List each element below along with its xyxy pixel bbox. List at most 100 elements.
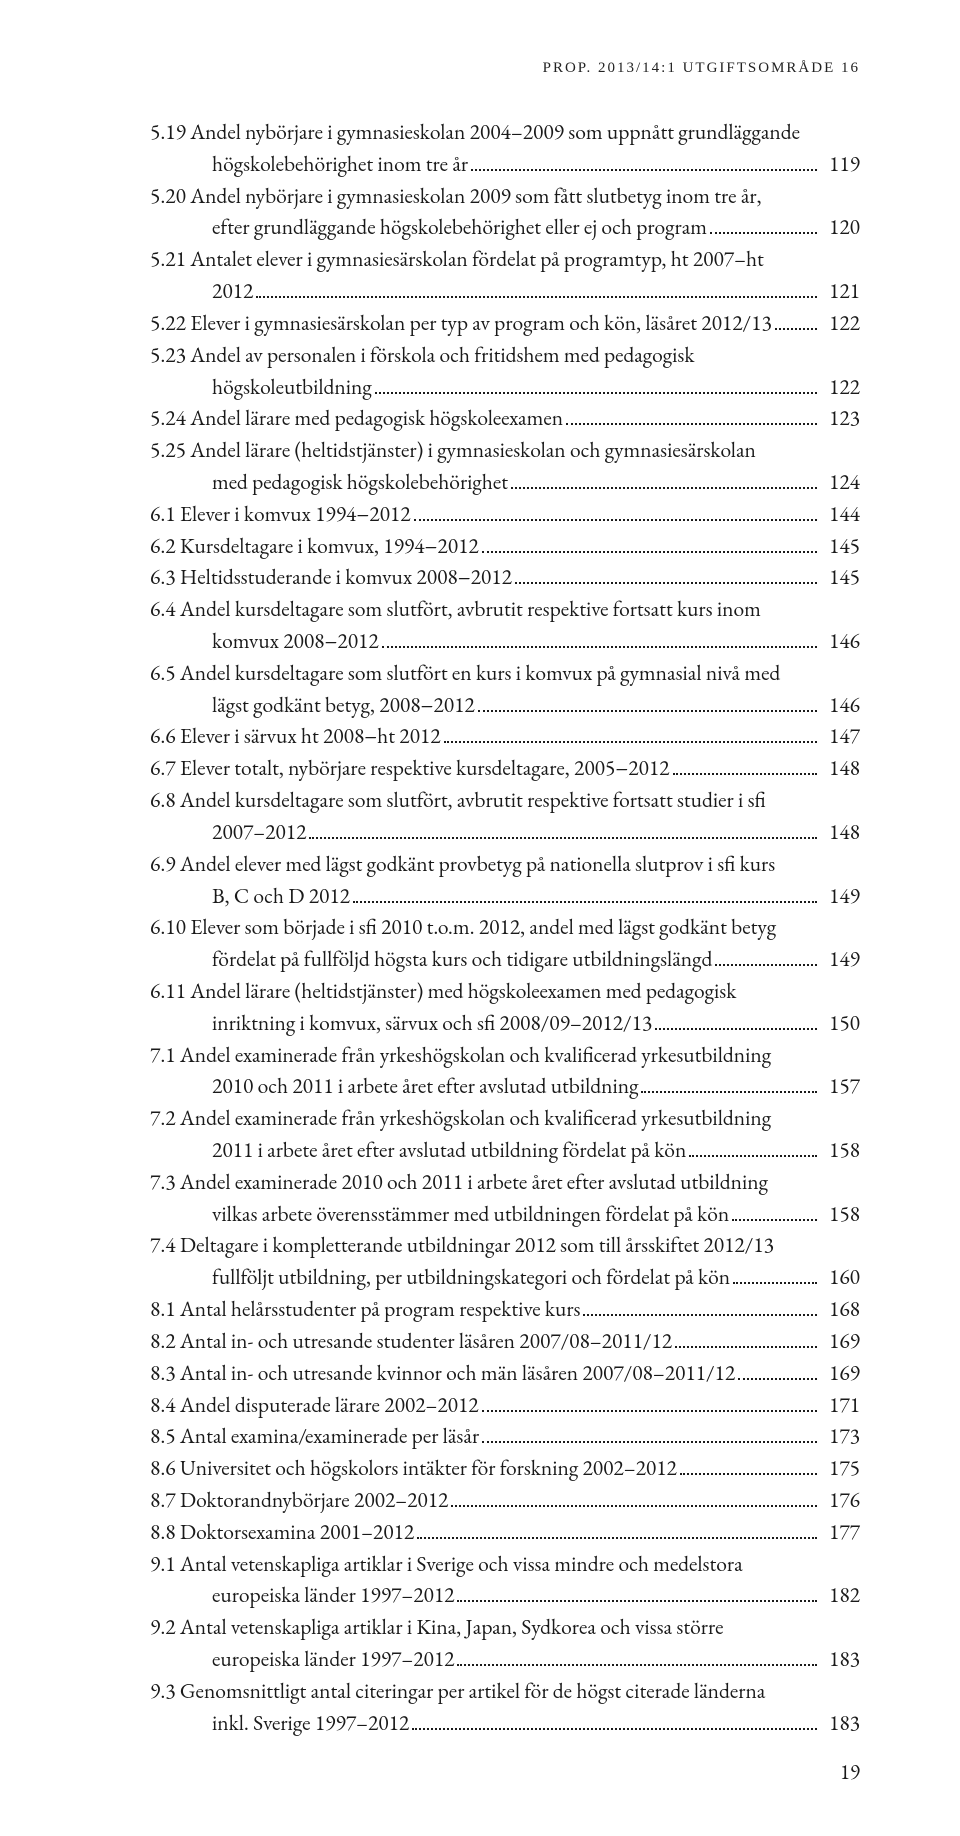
toc-entry: 8.6 Universitet och högskolors intäkter …	[150, 1453, 860, 1485]
toc-leader	[583, 1295, 817, 1316]
toc-entry: 7.2 Andel examinerade från yrkeshögskola…	[150, 1103, 860, 1135]
toc-leader	[457, 1645, 817, 1666]
toc-entry: högskoleutbildning122	[150, 372, 860, 404]
toc-entry: 6.10 Elever som började i sfi 2010 t.o.m…	[150, 912, 860, 944]
toc-entry-text: 6.1 Elever i komvux 1994−2012	[150, 499, 411, 531]
toc-entry-text: högskolebehörighet inom tre år	[150, 149, 468, 181]
toc-entry-page: 150	[820, 1008, 860, 1040]
toc-entry-text: 6.11 Andel lärare (heltidstjänster) med …	[150, 976, 736, 1008]
toc-entry: 6.4 Andel kursdeltagare som slutfört, av…	[150, 594, 860, 626]
toc-leader	[353, 881, 817, 902]
toc-entry-text: 2007–2012	[150, 817, 306, 849]
toc-entry: 2012 121	[150, 276, 860, 308]
toc-entry-text: europeiska länder 1997–2012	[150, 1580, 454, 1612]
toc-leader	[710, 213, 817, 234]
toc-entry-text: fullföljt utbildning, per utbildningskat…	[150, 1262, 730, 1294]
toc-entry-text: B, C och D 2012	[150, 881, 350, 913]
toc-entry-text: 8.6 Universitet och högskolors intäkter …	[150, 1453, 677, 1485]
toc-entry-text: 2011 i arbete året efter avslutad utbild…	[150, 1135, 686, 1167]
toc-entry: 8.2 Antal in- och utresande studenter lä…	[150, 1326, 860, 1358]
toc-entry: 2007–2012 148	[150, 817, 860, 849]
toc-entry: 8.1 Antal helårsstudenter på program res…	[150, 1294, 860, 1326]
toc-entry: 6.7 Elever totalt, nybörjare respektive …	[150, 753, 860, 785]
toc-entry: 5.19 Andel nybörjare i gymnasieskolan 20…	[150, 117, 860, 149]
toc-entry-page: 144	[820, 499, 860, 531]
toc-entry-page: 121	[820, 276, 860, 308]
toc-entry-page: 182	[820, 1580, 860, 1612]
toc-entry-text: 5.23 Andel av personalen i förskola och …	[150, 340, 694, 372]
toc-entry: 8.8 Doktorsexamina 2001–2012177	[150, 1517, 860, 1549]
toc-entry: europeiska länder 1997–2012 183	[150, 1644, 860, 1676]
running-header: PROP. 2013/14:1 UTGIFTSOMRÅDE 16	[150, 60, 860, 77]
toc-entry-page: 145	[820, 562, 860, 594]
toc-entry-text: 7.3 Andel examinerade 2010 och 2011 i ar…	[150, 1167, 768, 1199]
toc-entry: med pedagogisk högskolebehörighet124	[150, 467, 860, 499]
toc-entry-text: 6.7 Elever totalt, nybörjare respektive …	[150, 753, 670, 785]
toc-entry: högskolebehörighet inom tre år119	[150, 149, 860, 181]
toc-entry-page: 149	[820, 944, 860, 976]
toc-entry: 9.1 Antal vetenskapliga artiklar i Sveri…	[150, 1549, 860, 1581]
toc-entry: 8.4 Andel disputerade lärare 2002–201217…	[150, 1390, 860, 1422]
toc-entry-page: 168	[820, 1294, 860, 1326]
toc-leader	[680, 1454, 817, 1475]
toc-entry-text: 8.3 Antal in- och utresande kvinnor och …	[150, 1358, 735, 1390]
toc-entry: 5.20 Andel nybörjare i gymnasieskolan 20…	[150, 181, 860, 213]
toc-entry: 5.25 Andel lärare (heltidstjänster) i gy…	[150, 435, 860, 467]
toc-entry-text: 6.2 Kursdeltagare i komvux, 1994−2012	[150, 531, 479, 563]
toc-entry-text: 6.5 Andel kursdeltagare som slutfört en …	[150, 658, 780, 690]
toc-leader	[382, 627, 817, 648]
toc-entry: 6.3 Heltidsstuderande i komvux 2008−2012…	[150, 562, 860, 594]
toc-entry-page: 158	[820, 1199, 860, 1231]
document-page: PROP. 2013/14:1 UTGIFTSOMRÅDE 16 5.19 An…	[0, 0, 960, 1836]
toc-entry-text: 9.3 Genomsnittligt antal citeringar per …	[150, 1676, 765, 1708]
toc-entry: 6.2 Kursdeltagare i komvux, 1994−2012 145	[150, 531, 860, 563]
toc-entry: 6.8 Andel kursdeltagare som slutfört, av…	[150, 785, 860, 817]
toc-entry-text: 5.22 Elever i gymnasiesärskolan per typ …	[150, 308, 772, 340]
toc-entry: 5.21 Antalet elever i gymnasiesärskolan …	[150, 244, 860, 276]
toc-entry: efter grundläggande högskolebehörighet e…	[150, 212, 860, 244]
toc-entry-text: 5.20 Andel nybörjare i gymnasieskolan 20…	[150, 181, 762, 213]
toc-entry-page: 148	[820, 817, 860, 849]
toc-entry-text: lägst godkänt betyg, 2008−2012	[150, 690, 475, 722]
toc-entry-page: 146	[820, 690, 860, 722]
toc-entry-page: 169	[820, 1358, 860, 1390]
toc-entry-page: 124	[820, 467, 860, 499]
toc-leader	[375, 372, 817, 393]
toc-entry-page: 160	[820, 1262, 860, 1294]
toc-entry-page: 183	[820, 1708, 860, 1740]
toc-leader	[471, 149, 817, 170]
toc-entry-text: komvux 2008−2012	[150, 626, 379, 658]
toc-entry-text: 8.8 Doktorsexamina 2001–2012	[150, 1517, 414, 1549]
toc-entry-page: 158	[820, 1135, 860, 1167]
toc-entry-text: europeiska länder 1997–2012	[150, 1644, 454, 1676]
toc-entry: B, C och D 2012149	[150, 881, 860, 913]
toc-entry-text: 2012	[150, 276, 253, 308]
toc-entry: 6.9 Andel elever med lägst godkänt provb…	[150, 849, 860, 881]
toc-entry-text: 6.8 Andel kursdeltagare som slutfört, av…	[150, 785, 766, 817]
toc-leader	[478, 690, 817, 711]
toc-entry: 2011 i arbete året efter avslutad utbild…	[150, 1135, 860, 1167]
toc-entry-page: 123	[820, 403, 860, 435]
toc-entry-text: 6.3 Heltidsstuderande i komvux 2008−2012	[150, 562, 512, 594]
toc-leader	[414, 499, 817, 520]
toc-entry-page: 145	[820, 531, 860, 563]
toc-entry-text: 6.9 Andel elever med lägst godkänt provb…	[150, 849, 775, 881]
toc-entry-page: 183	[820, 1644, 860, 1676]
page-number: 19	[840, 1759, 860, 1786]
toc-entry-page: 169	[820, 1326, 860, 1358]
toc-entry: fördelat på fullföljd högsta kurs och ti…	[150, 944, 860, 976]
toc-entry-text: 7.1 Andel examinerade från yrkeshögskola…	[150, 1040, 771, 1072]
toc-entry-text: vilkas arbete överensstämmer med utbildn…	[150, 1199, 729, 1231]
toc-entry: inriktning i komvux, särvux och sfi 2008…	[150, 1008, 860, 1040]
toc-entry: vilkas arbete överensstämmer med utbildn…	[150, 1199, 860, 1231]
toc-entry-text: 8.5 Antal examina/examinerade per läsår	[150, 1421, 479, 1453]
toc-entry-text: 7.2 Andel examinerade från yrkeshögskola…	[150, 1103, 771, 1135]
toc-entry-text: 8.7 Doktorandnybörjare 2002–2012	[150, 1485, 448, 1517]
toc-leader	[482, 1422, 817, 1443]
toc-entry-text: fördelat på fullföljd högsta kurs och ti…	[150, 944, 712, 976]
toc-leader	[451, 1486, 817, 1507]
toc-leader	[417, 1517, 817, 1538]
toc-entry: inkl. Sverige 1997–2012183	[150, 1708, 860, 1740]
toc-entry: 7.4 Deltagare i kompletterande utbildnin…	[150, 1230, 860, 1262]
toc-entry: 7.1 Andel examinerade från yrkeshögskola…	[150, 1040, 860, 1072]
